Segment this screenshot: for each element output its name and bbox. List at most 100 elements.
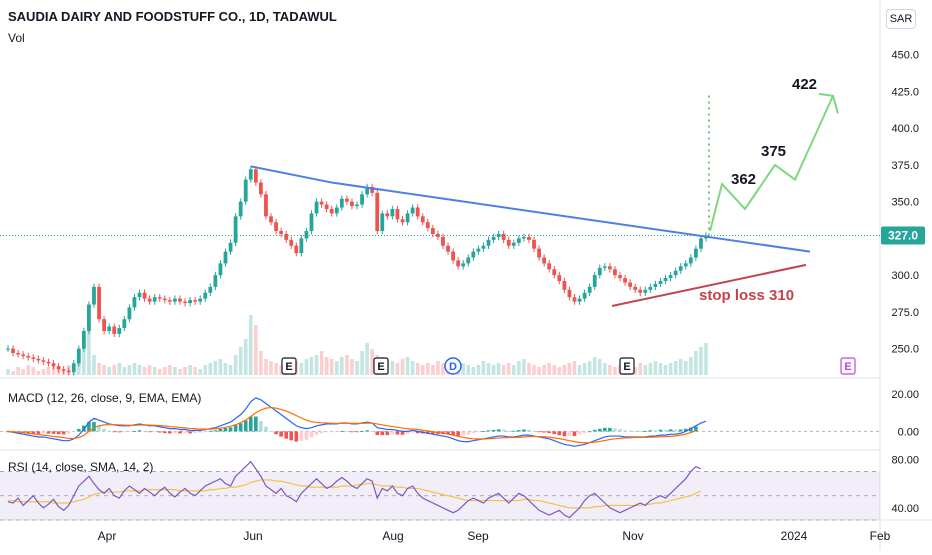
- stop-loss-label: stop loss 310: [699, 287, 794, 304]
- macd-histogram-bar: [603, 427, 607, 432]
- candle-body: [623, 278, 627, 283]
- currency-button[interactable]: SAR: [886, 9, 916, 29]
- volume-bar: [436, 361, 440, 375]
- price-axis-tick: 375.0: [891, 160, 919, 172]
- volume-bar: [122, 367, 127, 375]
- macd-histogram-bar: [673, 429, 678, 432]
- candle-body: [299, 238, 304, 254]
- dividend-marker: [444, 357, 462, 375]
- volume-bar: [173, 367, 177, 375]
- macd-histogram-bar: [142, 431, 147, 433]
- macd-histogram-bar: [238, 423, 243, 432]
- price-axis-tick: 300.0: [891, 270, 919, 282]
- candle-body: [76, 348, 81, 364]
- volume-bar: [147, 365, 152, 375]
- macd-histogram-bar: [501, 429, 506, 432]
- volume-bar: [603, 363, 607, 375]
- macd-histogram-bar: [208, 430, 213, 432]
- candle-body: [248, 169, 253, 180]
- volume-bar: [491, 365, 496, 375]
- candle-body: [395, 209, 400, 220]
- volume-bar: [663, 365, 668, 375]
- symbol-title[interactable]: SAUDIA DAIRY AND FOODSTUFF CO., 1D, TADA…: [8, 9, 337, 24]
- rsi-label[interactable]: RSI (14, close, SMA, 14, 2): [8, 460, 154, 474]
- candle-body: [618, 275, 622, 279]
- volume-bar: [26, 365, 31, 375]
- candle-body: [112, 326, 117, 334]
- volume-bar: [183, 367, 187, 375]
- macd-histogram-bar: [41, 431, 46, 434]
- signal-line: [7, 406, 697, 444]
- candle-body: [683, 263, 688, 267]
- candle-body: [66, 370, 71, 373]
- event-marker-label: E: [377, 361, 384, 373]
- macd-histogram-bar: [259, 421, 263, 432]
- candle-body: [501, 233, 506, 240]
- macd-histogram-bar: [395, 431, 400, 435]
- candle-body: [173, 298, 177, 302]
- macd-histogram-bar: [324, 431, 329, 433]
- rsi-line: [7, 460, 702, 519]
- candle-body: [46, 361, 51, 364]
- candle-body: [532, 239, 536, 249]
- volume-bar: [552, 365, 557, 375]
- volume-bar: [82, 345, 86, 375]
- candle-body: [51, 363, 56, 367]
- macd-histogram-bar: [107, 430, 111, 432]
- macd-histogram-bar: [648, 430, 653, 432]
- volume-bar: [562, 365, 567, 375]
- candle-body: [486, 239, 491, 246]
- volume-bar: [6, 369, 10, 375]
- macd-histogram-bar: [537, 431, 541, 433]
- macd-histogram-bar: [97, 425, 101, 432]
- volume-bar: [21, 369, 25, 375]
- macd-histogram-bar: [213, 430, 218, 432]
- volume-bar: [334, 361, 339, 375]
- candle-body: [213, 275, 218, 287]
- macd-histogram-bar: [633, 430, 637, 432]
- candle-body: [390, 209, 395, 217]
- event-marker-label: D: [449, 361, 457, 373]
- macd-histogram-bar: [405, 431, 410, 434]
- candle-body: [511, 242, 516, 246]
- volume-bar: [587, 361, 592, 375]
- candle-body: [21, 354, 26, 356]
- macd-histogram-bar: [426, 431, 430, 434]
- volume-bar: [537, 367, 541, 375]
- macd-label[interactable]: MACD (12, 26, close, 9, EMA, EMA): [8, 391, 202, 405]
- candle-body: [557, 275, 562, 282]
- candle-body: [597, 267, 602, 276]
- candle-body: [653, 283, 658, 287]
- macd-histogram-bar: [284, 431, 288, 439]
- candle-body: [476, 248, 481, 252]
- volume-bar: [638, 363, 643, 375]
- macd-histogram-bar: [608, 427, 612, 432]
- volume-bar: [461, 363, 466, 375]
- macd-histogram-bar: [334, 431, 339, 433]
- volume-bar: [567, 363, 572, 375]
- candle-body: [208, 286, 213, 293]
- volume-bar: [582, 363, 587, 375]
- macd-histogram-bar: [678, 429, 683, 432]
- macd-histogram-bar: [203, 431, 208, 433]
- candle-body: [233, 216, 238, 243]
- candle-body: [547, 263, 552, 270]
- time-axis-tick: Apr: [98, 529, 117, 543]
- macd-histogram-bar: [71, 431, 76, 433]
- volume-bar: [532, 365, 536, 375]
- volume-bar: [102, 365, 106, 375]
- volume-bar: [486, 363, 491, 375]
- candle-body: [142, 292, 147, 299]
- candle-body: [663, 278, 668, 282]
- candle-body: [81, 330, 86, 349]
- volume-bar: [117, 363, 122, 375]
- macd-histogram-bar: [198, 431, 203, 433]
- volume-bar: [572, 361, 577, 375]
- candle-body: [188, 300, 192, 304]
- volume-bar: [137, 365, 142, 375]
- candle-body: [436, 233, 440, 237]
- candle-body: [167, 300, 172, 302]
- candle-body: [87, 304, 91, 331]
